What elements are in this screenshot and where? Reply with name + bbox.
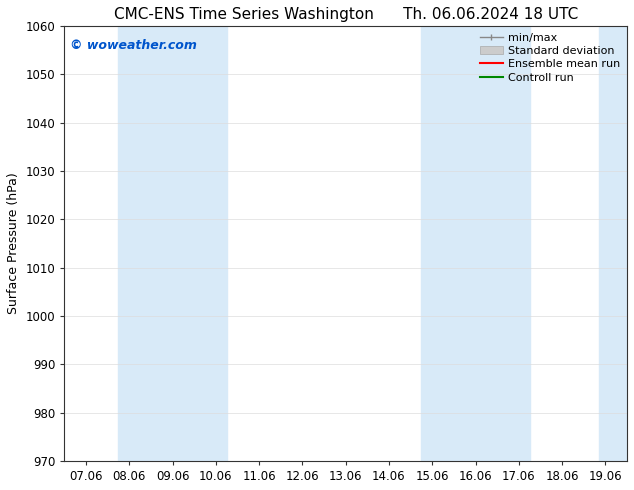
Text: © woweather.com: © woweather.com	[70, 39, 197, 52]
Legend: min/max, Standard deviation, Ensemble mean run, Controll run: min/max, Standard deviation, Ensemble me…	[476, 28, 625, 87]
Title: CMC-ENS Time Series Washington      Th. 06.06.2024 18 UTC: CMC-ENS Time Series Washington Th. 06.06…	[113, 7, 578, 22]
Bar	[119, 26, 226, 461]
Y-axis label: Surface Pressure (hPa): Surface Pressure (hPa)	[7, 172, 20, 314]
Bar	[599, 26, 627, 461]
Bar	[422, 26, 529, 461]
